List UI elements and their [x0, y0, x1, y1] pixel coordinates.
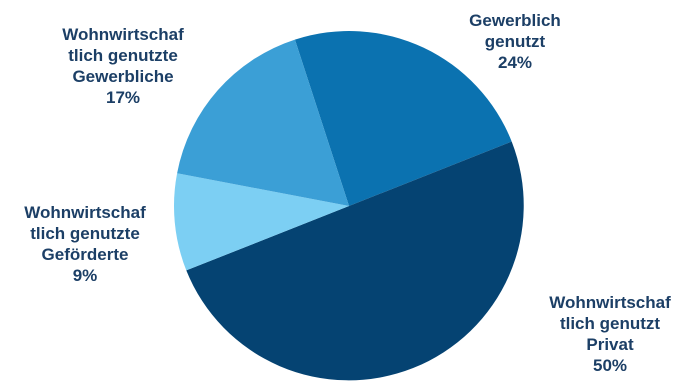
label-privat-percent: 50%: [592, 356, 628, 375]
label-gefoerderte-line-3: Geförderte: [41, 245, 129, 264]
label-gewerblich-percent: 24%: [497, 53, 533, 72]
label-gewerbliche-line-2: tlich genutzte: [68, 46, 178, 65]
slice-gewerbliche: [177, 39, 349, 206]
slice-gewerblich: [294, 31, 512, 207]
label-gewerbliche-percent: 17%: [105, 88, 141, 107]
label-privat-line-3: Privat: [586, 335, 634, 354]
label-privat-line-1: Wohnwirtschaf: [549, 293, 671, 312]
label-gefoerderte-percent: 9%: [72, 266, 98, 285]
slice-privat: [186, 141, 524, 381]
label-gewerblich: Gewerblich genutzt 24%: [440, 10, 590, 73]
label-gefoerderte-line-1: Wohnwirtschaf: [24, 203, 146, 222]
label-gewerbliche-line-1: Wohnwirtschaf: [62, 25, 184, 44]
label-gefoerderte-line-2: tlich genutzte: [30, 224, 140, 243]
label-gefoerderte: Wohnwirtschaf tlich genutzte Geförderte …: [5, 202, 165, 286]
label-gewerblich-line-2: genutzt: [484, 32, 546, 51]
label-gewerblich-line-1: Gewerblich: [469, 11, 561, 30]
label-privat-line-2: tlich genutzt: [559, 314, 661, 333]
label-gewerbliche-line-3: Gewerbliche: [72, 67, 174, 86]
slice-gefoerderte: [174, 173, 349, 271]
label-gewerbliche: Wohnwirtschaf tlich genutzte Gewerbliche…: [28, 24, 218, 108]
label-privat: Wohnwirtschaf tlich genutzt Privat 50%: [530, 292, 690, 376]
